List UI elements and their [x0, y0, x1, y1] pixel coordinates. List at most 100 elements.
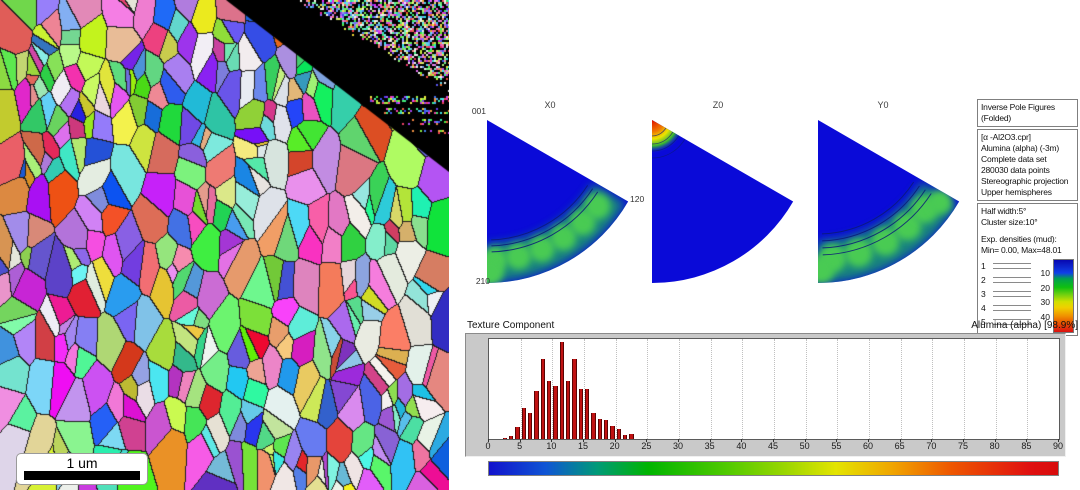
grid-line [679, 339, 680, 439]
histogram-bar [629, 434, 634, 439]
grid-line [805, 339, 807, 439]
histogram-title: Texture Component [467, 320, 555, 331]
axis-tick-mark [931, 439, 933, 442]
legend-line: Half width:5° [981, 206, 1027, 216]
axis-tick-mark [804, 439, 806, 442]
axis-tick-label: 80 [989, 441, 1000, 451]
legend-colorbar-tick: 10 [1040, 267, 1050, 278]
pole-figure-title-z0: Z0 [712, 100, 724, 110]
histogram-bar [540, 359, 546, 439]
grid-line [710, 339, 712, 439]
axis-tick-label: 70 [926, 441, 937, 451]
histogram-bar [578, 388, 584, 439]
histogram-bar [572, 359, 577, 439]
grid-line [995, 339, 997, 439]
contour-level-row: 2 [981, 273, 1034, 287]
axis-tick-label: 10 [546, 441, 557, 451]
legend-line: Inverse Pole Figures [981, 102, 1055, 112]
grid-line [1027, 339, 1029, 439]
axis-tick-mark [614, 439, 616, 442]
legend-box-settings: Half width:5° Cluster size:10° Exp. densit… [977, 203, 1078, 336]
histogram-bar [565, 380, 571, 439]
grid-line [647, 339, 649, 439]
histogram-phase-label: Alumina (alpha) [98.9%] [971, 320, 1078, 331]
histogram-plot [488, 338, 1060, 440]
histogram-bar [591, 412, 596, 439]
pole-figure-title-y0: Y0 [877, 100, 889, 110]
histogram-bar [553, 385, 558, 439]
grid-line [932, 339, 934, 439]
grid-line [520, 339, 522, 439]
legend-colorbar [1053, 259, 1074, 333]
axis-tick-label: 55 [831, 441, 842, 451]
pole-figure-x0 [487, 120, 629, 283]
axis-tick-label: 5 [517, 441, 523, 451]
histogram-bar [502, 437, 508, 439]
axis-tick-mark [773, 439, 774, 442]
histogram-bar [584, 388, 590, 439]
legend-box-header: Inverse Pole Figures (Folded) [977, 99, 1078, 127]
axis-tick-label: 35 [704, 441, 715, 451]
axis-tick-label: 45 [767, 441, 778, 451]
legend-line: Cluster size:10° [981, 217, 1038, 227]
pole-figure-title-x0: X0 [544, 100, 556, 110]
legend-line: Complete data set [981, 154, 1047, 164]
axis-tick-mark [1058, 439, 1059, 442]
axis-tick-mark [709, 439, 711, 442]
axis-tick-mark [551, 439, 553, 442]
legend-panel: Inverse Pole Figures (Folded) [α -Al2O3.c… [977, 99, 1078, 338]
legend-line: (Folded) [981, 113, 1012, 123]
grid-line [742, 339, 744, 439]
contour-level-row: 3 [981, 287, 1034, 301]
legend-line: 280030 data points [981, 165, 1050, 175]
histogram-bar [597, 418, 603, 439]
axis-tick-label: 90 [1052, 441, 1063, 451]
grid-line [552, 339, 554, 439]
grid-line [584, 339, 585, 439]
grid-line [869, 339, 870, 439]
legend-colorbar-tick: 30 [1040, 297, 1050, 308]
histogram-bar [521, 407, 527, 439]
axis-tick-mark [899, 439, 901, 442]
pole-figure-z0 [652, 120, 794, 283]
histogram-bar [515, 427, 520, 439]
axis-tick-label: 25 [641, 441, 652, 451]
grid-line [900, 339, 902, 439]
legend-line: Exp. densities (mud): [981, 234, 1057, 244]
histogram-bar [610, 426, 615, 439]
legend-line: Min= 0.00, Max=48.01 [981, 245, 1062, 255]
axis-tick-mark [646, 439, 648, 442]
contour-level-row: 4 [981, 301, 1034, 315]
legend-line: Alumina (alpha) (-3m) [981, 143, 1059, 153]
legend-box-dataset: [α -Al2O3.cpr] Alumina (alpha) (-3m) Compl… [977, 129, 1078, 201]
axis-tick-label: 65 [894, 441, 905, 451]
axis-tick-mark [994, 439, 996, 442]
axis-tick-label: 40 [736, 441, 747, 451]
axis-tick-label: 15 [577, 441, 588, 451]
histogram-bar [508, 435, 514, 439]
ebsd-map-region: 1 um [0, 0, 449, 490]
histogram-bar [616, 429, 622, 439]
histogram-bar [559, 342, 565, 439]
axis-tick-label: 20 [609, 441, 620, 451]
legend-line: Upper hemispheres [981, 187, 1052, 197]
pole-figure-y0 [818, 120, 960, 283]
axis-tick-mark [741, 439, 743, 442]
grid-line [964, 339, 965, 439]
grid-line [774, 339, 775, 439]
grid-line [837, 339, 839, 439]
histogram-bar [534, 390, 539, 439]
axis-tick-mark [1026, 439, 1028, 442]
axis-tick-label: 85 [1021, 441, 1032, 451]
histogram-bar [546, 380, 552, 439]
axis-tick-mark [488, 439, 489, 442]
legend-colorbar-tick: 40 [1040, 312, 1050, 323]
axis-tick-label: 0 [485, 441, 491, 451]
legend-line: [α -Al2O3.cpr] [981, 132, 1031, 142]
axis-tick-mark [963, 439, 964, 442]
histogram-bar [622, 435, 628, 439]
deviation-colorbar [488, 461, 1059, 476]
legend-colorbar-tick: 20 [1040, 282, 1050, 293]
